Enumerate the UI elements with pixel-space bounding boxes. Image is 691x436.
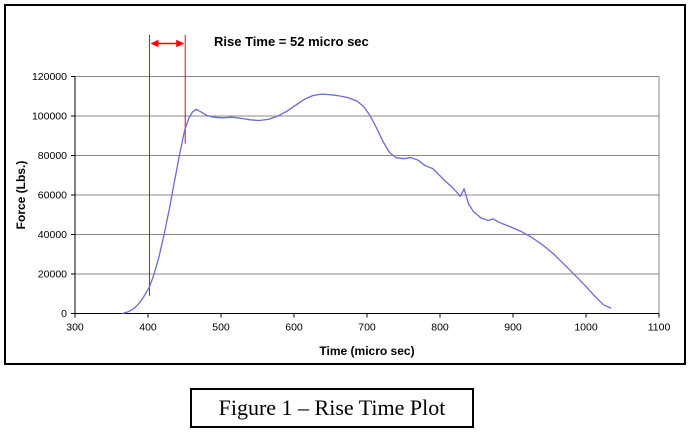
y-tick-label: 40000 [38,229,67,241]
force-curve [121,93,612,315]
y-tick-label: 120000 [32,71,67,83]
x-axis-title: Time (micro sec) [319,344,415,358]
rise-time-arrowhead-right [176,39,185,48]
y-axis-title: Force (Lbs.) [14,160,28,230]
x-tick-label: 1000 [574,322,598,334]
rise-time-annotation-label: Rise Time = 52 micro sec [214,34,369,49]
x-tick-label: 500 [212,322,230,334]
x-tick-label: 800 [431,322,449,334]
figure-caption: Figure 1 – Rise Time Plot [218,395,446,420]
x-tick-label: 400 [139,322,157,334]
y-tick-label: 100000 [32,111,67,123]
x-tick-label: 1100 [648,322,671,334]
chart-frame [4,4,686,365]
y-tick-label: 60000 [38,190,67,202]
y-tick-label: 0 [61,308,67,320]
x-tick-label: 900 [504,322,522,334]
x-tick-label: 600 [285,322,303,334]
y-tick-label: 80000 [38,150,67,162]
figure-caption-box: Figure 1 – Rise Time Plot [190,388,474,428]
x-tick-label: 300 [66,322,84,334]
x-tick-label: 700 [358,322,376,334]
y-tick-label: 20000 [38,269,67,281]
rise-time-arrowhead-left [150,39,159,48]
